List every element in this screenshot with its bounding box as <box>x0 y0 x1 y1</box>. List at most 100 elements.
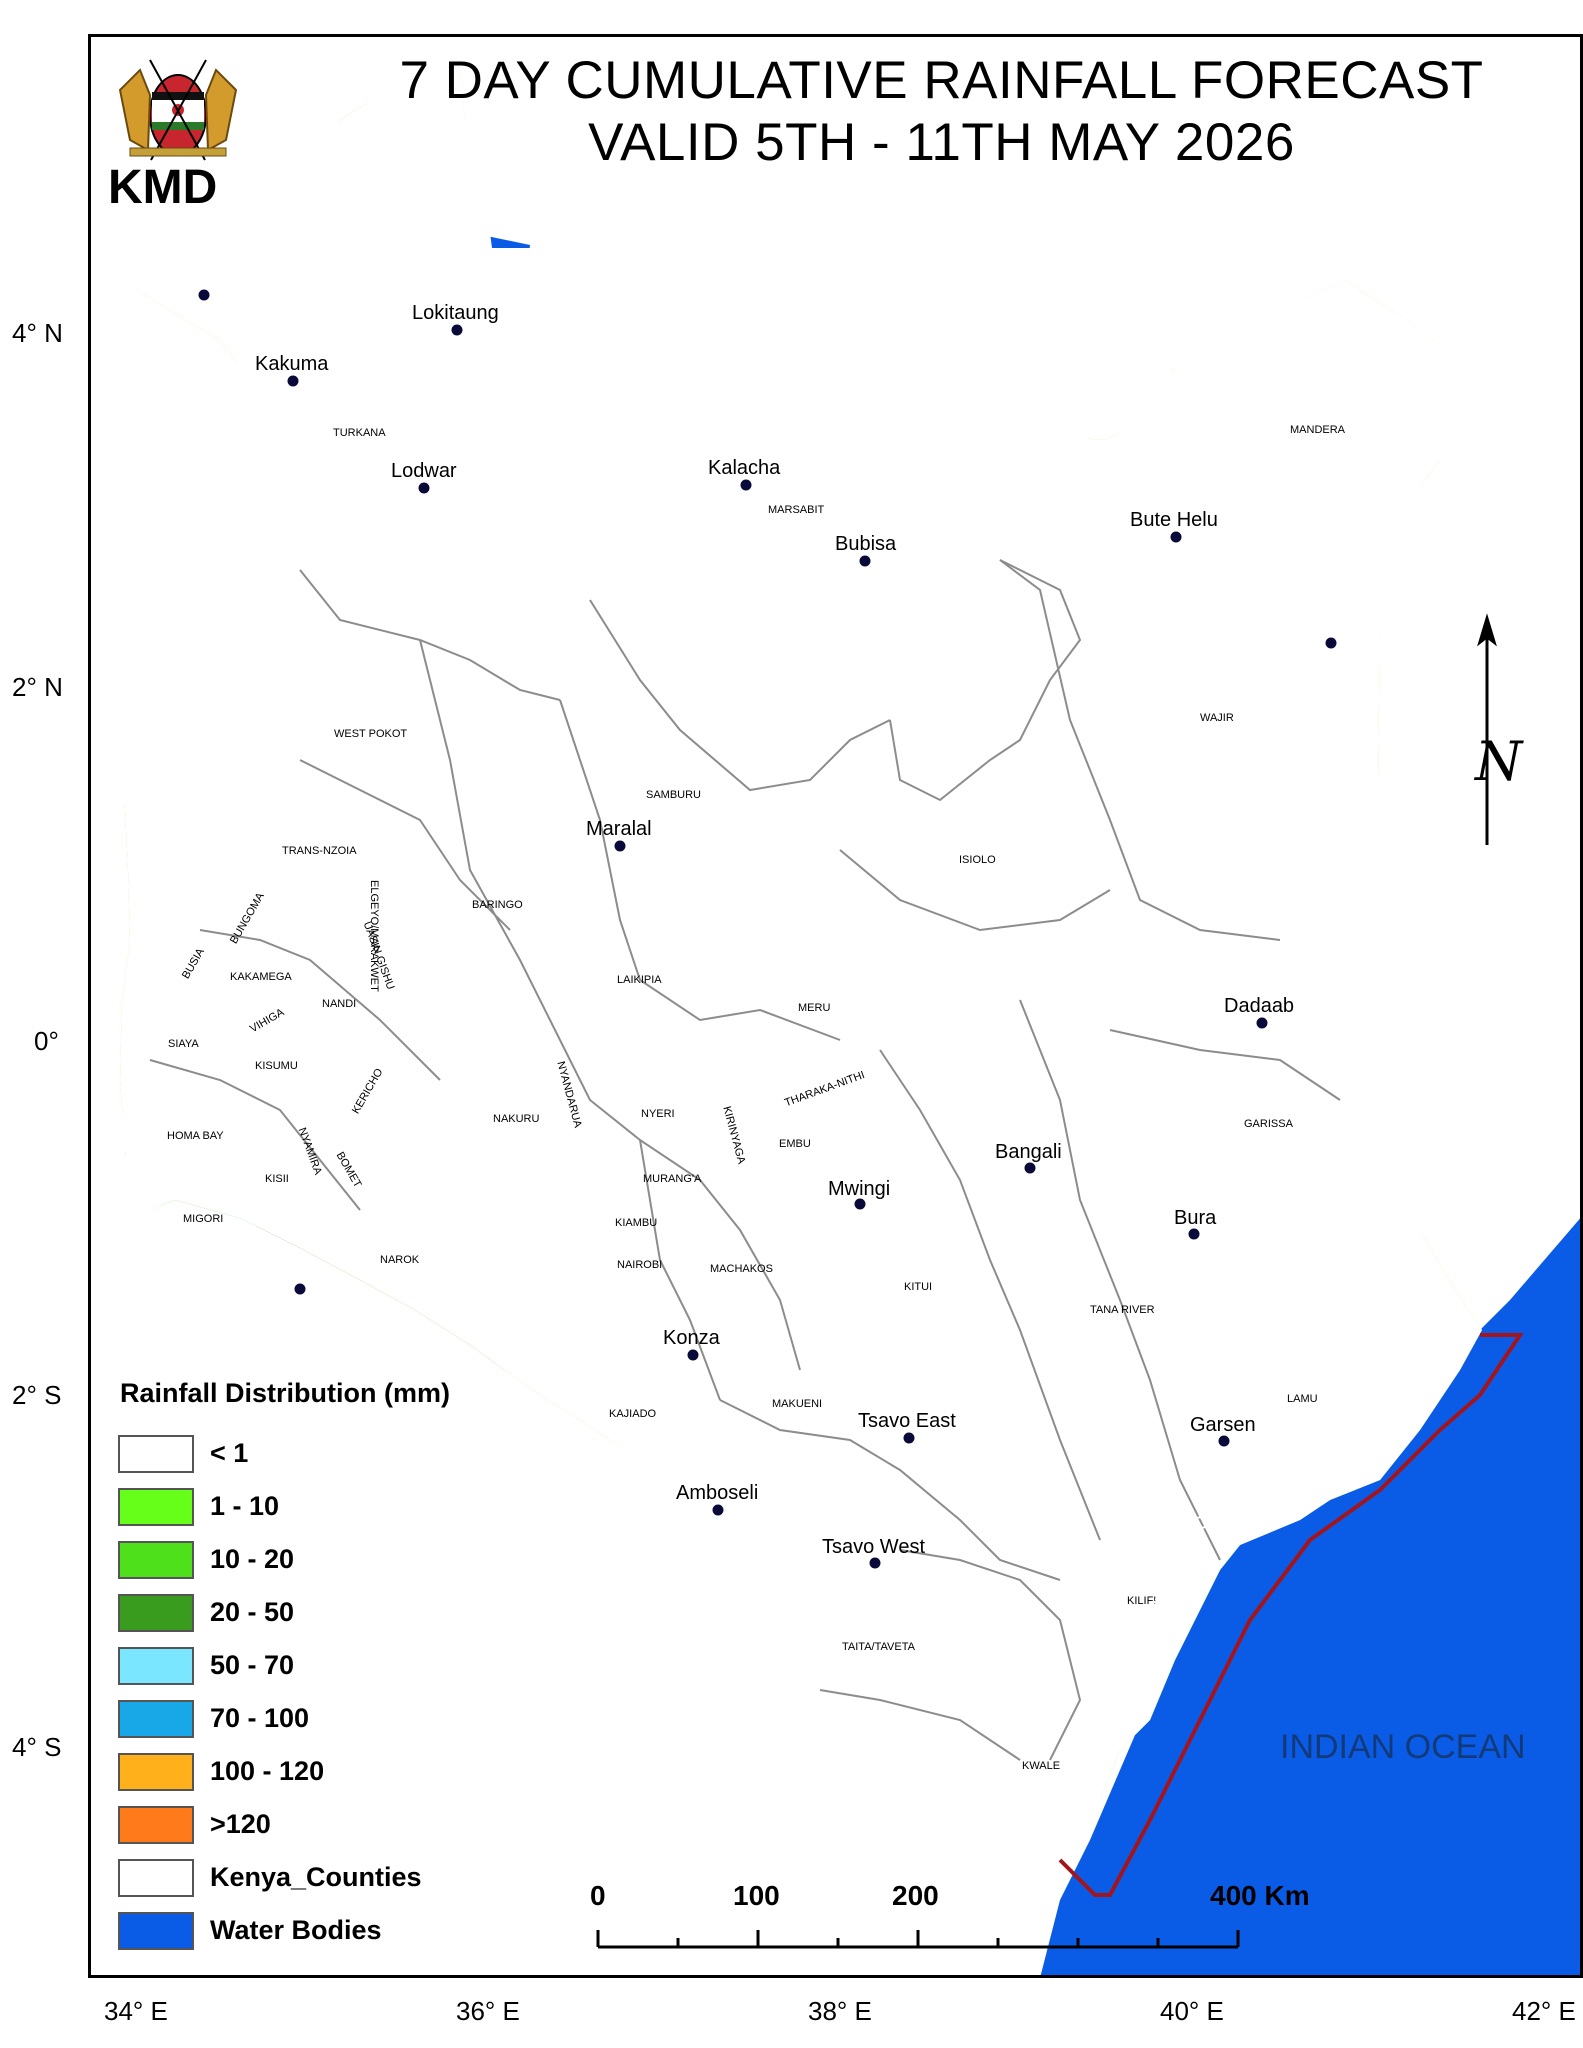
place-label-mwingi: Mwingi <box>828 1178 891 1200</box>
place-label-tsavo-west: Tsavo West <box>822 1536 925 1558</box>
city-dot <box>1169 530 1183 544</box>
title-line-1: 7 DAY CUMULATIVE RAINFALL FORECAST <box>399 51 1484 110</box>
svg-text:N: N <box>1473 730 1524 793</box>
legend-label: < 1 <box>210 1438 249 1468</box>
city-dot <box>293 1282 307 1296</box>
scale-bar-graphic <box>596 1930 1240 1949</box>
place-label-amboseli: Amboseli <box>676 1482 759 1504</box>
county-label-mandera: MANDERA <box>1290 424 1346 436</box>
county-label-baringo: BARINGO <box>472 899 523 911</box>
county-label-west-pokot: WEST POKOT <box>334 728 408 740</box>
legend-swatch <box>118 1541 194 1579</box>
map-title: 7 DAY CUMULATIVE RAINFALL FORECAST VALID… <box>300 50 1583 174</box>
county-label-kisumu: KISUMU <box>255 1060 298 1072</box>
north-arrow-icon: N <box>1473 613 1524 845</box>
county-label-kilifi: KILIFI <box>1127 1595 1157 1607</box>
county-label-kakamega: KAKAMEGA <box>230 971 292 983</box>
place-label-bute-helu: Bute Helu <box>1130 509 1218 531</box>
county-label-lamu: LAMU <box>1287 1393 1318 1405</box>
city-dot <box>868 1556 882 1570</box>
place-label-konza: Konza <box>663 1327 720 1349</box>
ocean-label: INDIAN OCEAN <box>1280 1728 1526 1766</box>
legend-title: Rainfall Distribution (mm) <box>120 1378 450 1408</box>
place-label-lodwar: Lodwar <box>391 460 457 482</box>
legend-label: >120 <box>210 1809 271 1839</box>
city-dot <box>1187 1227 1201 1241</box>
county-label-kiambu: KIAMBU <box>615 1217 658 1229</box>
legend-swatch <box>118 1647 194 1685</box>
legend-swatch <box>118 1594 194 1632</box>
city-dot <box>853 1197 867 1211</box>
scale-label-100: 100 <box>733 1880 780 1911</box>
lon-label-38e: 38° E <box>808 1996 872 2026</box>
county-label-laikipia: LAIKIPIA <box>617 974 662 986</box>
lon-label-34e: 34° E <box>104 1996 168 2026</box>
county-label-machakos: MACHAKOS <box>710 1263 773 1275</box>
legend-swatch <box>118 1435 194 1473</box>
place-label-dadaab: Dadaab <box>1224 995 1295 1017</box>
city-dot <box>286 374 300 388</box>
county-label-marsabit: MARSABIT <box>768 504 825 516</box>
indian-ocean <box>1040 1215 1583 1978</box>
county-label-migori: MIGORI <box>183 1213 224 1225</box>
county-label-tana-river: TANA RIVER <box>1090 1304 1155 1316</box>
city-dots <box>197 288 1338 1570</box>
legend-swatch <box>118 1806 194 1844</box>
city-dot <box>1324 636 1338 650</box>
place-label-kalacha: Kalacha <box>708 457 781 479</box>
city-dot <box>1255 1016 1269 1030</box>
legend-label: Water Bodies <box>210 1915 382 1945</box>
county-label-trans-nzoia: TRANS-NZOIA <box>282 845 357 857</box>
lon-label-36e: 36° E <box>456 1996 520 2026</box>
legend-swatch <box>118 1859 194 1897</box>
city-dot <box>711 1503 725 1517</box>
scale-label-200: 200 <box>892 1880 939 1911</box>
title-line-2: VALID 5TH - 11TH MAY 2026 <box>588 113 1295 172</box>
city-dot <box>1023 1161 1037 1175</box>
legend-label: 20 - 50 <box>210 1597 295 1627</box>
city-dot <box>1217 1434 1231 1448</box>
place-label-kakuma: Kakuma <box>255 353 329 375</box>
place-label-lokitaung: Lokitaung <box>412 302 499 324</box>
county-label-kisii: KISII <box>265 1173 289 1185</box>
city-dot <box>197 288 211 302</box>
county-label-meru: MERU <box>798 1002 831 1014</box>
city-dot <box>739 478 753 492</box>
lat-label-0: 0° <box>34 1026 59 1056</box>
city-dot <box>450 323 464 337</box>
county-label-samburu: SAMBURU <box>646 789 702 801</box>
lat-label-2s: 2° S <box>12 1380 62 1410</box>
legend-label: 70 - 100 <box>210 1703 310 1733</box>
lon-label-40e: 40° E <box>1160 1996 1224 2026</box>
legend-swatch <box>118 1753 194 1791</box>
legend-label: 100 - 120 <box>210 1756 325 1786</box>
county-label-nairobi: NAIROBI <box>617 1259 663 1271</box>
county-label-muranga: MURANG'A <box>643 1173 702 1185</box>
county-label-nakuru: NAKURU <box>493 1113 540 1125</box>
legend-label: Kenya_Counties <box>210 1862 422 1892</box>
place-label-tsavo-east: Tsavo East <box>858 1410 956 1432</box>
legend-swatch <box>118 1700 194 1738</box>
place-label-bubisa: Bubisa <box>835 533 897 555</box>
place-label-bangali: Bangali <box>995 1141 1062 1163</box>
agency-logo-text: KMD <box>108 161 218 214</box>
place-label-garsen: Garsen <box>1190 1414 1256 1436</box>
scale-label-400: 400 Km <box>1210 1880 1310 1911</box>
county-label-kitui: KITUI <box>904 1281 933 1293</box>
city-dot <box>858 554 872 568</box>
legend-swatch <box>118 1488 194 1526</box>
county-label-garissa: GARISSA <box>1244 1118 1293 1130</box>
city-dot <box>686 1348 700 1362</box>
county-label-siaya: SIAYA <box>168 1038 199 1050</box>
county-label-taita-taveta: TAITA/TAVETA <box>842 1641 915 1653</box>
kenya-coat-of-arms-icon <box>118 59 238 161</box>
county-label-wajir: WAJIR <box>1200 712 1234 724</box>
county-label-turkana: TURKANA <box>333 427 386 439</box>
legend-label: 1 - 10 <box>210 1491 280 1521</box>
legend-label: 50 - 70 <box>210 1650 295 1680</box>
city-dot <box>902 1431 916 1445</box>
city-dot <box>613 839 627 853</box>
map-frame <box>88 34 1583 1978</box>
county-label-homa-bay: HOMA BAY <box>167 1130 224 1142</box>
lat-label-2n: 2° N <box>12 672 63 702</box>
